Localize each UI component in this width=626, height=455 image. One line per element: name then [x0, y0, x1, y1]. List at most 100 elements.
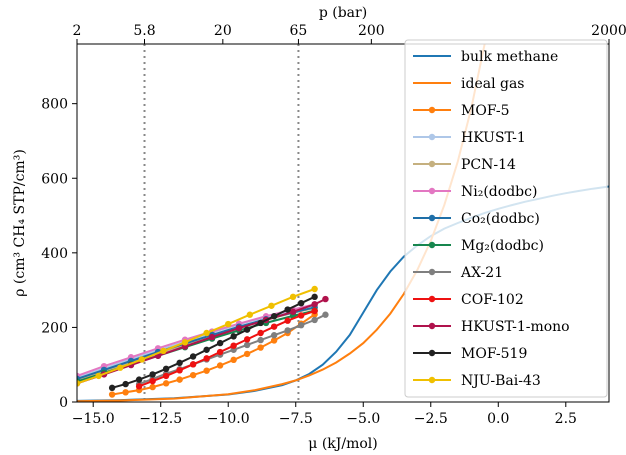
- legend-marker: [428, 241, 436, 249]
- legend-label: NJU-Bai-43: [461, 373, 541, 389]
- data-point: [284, 327, 291, 334]
- data-point: [246, 311, 254, 318]
- data-point: [189, 371, 197, 379]
- data-point: [230, 356, 237, 364]
- data-point: [289, 293, 297, 301]
- y-axis-ticks: 0 200 400 600 800: [41, 97, 77, 411]
- top-tick-label: 2: [73, 23, 82, 39]
- legend-item-ideal-gas: ideal gas: [413, 76, 525, 92]
- data-point: [297, 321, 305, 329]
- data-point: [162, 380, 170, 387]
- data-point: [181, 339, 189, 346]
- legend-item-nju-bai-43: NJU-Bai-43: [413, 373, 541, 389]
- legend-item-co2-dodbc: Co₂(dodbc): [413, 211, 540, 227]
- data-point: [176, 367, 183, 374]
- y-tick-label: 200: [41, 320, 68, 336]
- data-point: [189, 361, 197, 368]
- data-point: [289, 308, 297, 315]
- top-tick-label: 200: [358, 23, 385, 39]
- top-tick-label: 5.8: [133, 23, 155, 39]
- data-point: [117, 364, 124, 371]
- legend-label: HKUST-1: [461, 130, 526, 146]
- y-tick-label: 600: [41, 171, 68, 187]
- legend-label: MOF-519: [461, 346, 527, 362]
- legend-item-hkust-1-mono: HKUST-1-mono: [413, 319, 570, 335]
- top-tick-label: 2000: [591, 23, 626, 39]
- legend-marker: [428, 349, 436, 357]
- data-point: [284, 306, 291, 313]
- y-tick-label: 0: [59, 395, 68, 411]
- data-point: [135, 383, 143, 390]
- legend-marker: [428, 268, 436, 276]
- legend-box: [404, 39, 608, 398]
- data-point: [122, 380, 129, 388]
- legend-item-mg2-dodbc: Mg₂(dodbc): [413, 238, 544, 254]
- series-nju-bai-43: [77, 285, 318, 387]
- legend-label: ideal gas: [461, 76, 525, 92]
- legend-label: HKUST-1-mono: [461, 319, 570, 335]
- data-point: [216, 339, 224, 347]
- data-point: [270, 332, 278, 339]
- data-point: [311, 293, 318, 301]
- data-point: [243, 350, 251, 358]
- data-point: [149, 377, 156, 385]
- top-tick-label: 65: [290, 23, 308, 39]
- data-point: [257, 344, 264, 351]
- x-tick-label: −12.5: [139, 411, 182, 427]
- x-tick-label: 2.5: [555, 411, 577, 427]
- y-tick-label: 400: [41, 246, 68, 262]
- data-point: [311, 316, 318, 324]
- data-point: [176, 376, 183, 383]
- data-point: [138, 356, 146, 363]
- data-point: [149, 371, 156, 378]
- data-point: [311, 307, 318, 315]
- data-point: [230, 342, 237, 349]
- top-axis-label: p (bar): [319, 5, 367, 21]
- data-point: [203, 355, 210, 362]
- series-line: [111, 295, 316, 389]
- data-point: [77, 380, 81, 387]
- data-point: [108, 384, 116, 392]
- legend-item-hkust-1: HKUST-1: [413, 130, 526, 146]
- x-tick-label: −7.5: [279, 411, 313, 427]
- legend-label: COF-102: [461, 292, 524, 308]
- data-point: [230, 333, 237, 340]
- legend-marker: [428, 376, 436, 384]
- data-point: [270, 313, 278, 320]
- data-point: [243, 341, 251, 349]
- data-point: [160, 347, 167, 355]
- series-line: [77, 288, 315, 385]
- data-point: [257, 329, 264, 337]
- data-point: [284, 317, 291, 324]
- data-point: [311, 285, 318, 293]
- legend-item-cof-102: COF-102: [413, 292, 524, 308]
- legend-marker: [428, 106, 436, 114]
- data-point: [122, 389, 129, 396]
- data-point: [297, 299, 305, 307]
- top-axis-ticks: 2 5.8 20 65 200 2000: [73, 23, 626, 44]
- legend-marker: [428, 133, 436, 141]
- data-point: [235, 324, 243, 332]
- legend-label: Co₂(dodbc): [461, 211, 540, 227]
- plot-frame: [76, 43, 610, 403]
- data-point: [322, 295, 329, 303]
- data-point: [176, 359, 183, 367]
- data-point: [216, 348, 224, 356]
- series-line: [111, 313, 316, 396]
- legend-label: Ni₂(dodbc): [461, 184, 537, 200]
- data-point: [203, 346, 210, 353]
- data-point: [135, 376, 143, 383]
- data-point: [243, 326, 251, 333]
- y-tick-label: 800: [41, 97, 68, 113]
- top-tick-label: 20: [214, 23, 232, 39]
- legend-item-mof-519: MOF-519: [413, 346, 527, 362]
- data-point: [257, 319, 264, 327]
- series-group: [77, 44, 609, 402]
- data-point: [257, 336, 264, 344]
- legend-label: Mg₂(dodbc): [461, 238, 544, 254]
- legend: bulk methane ideal gas MOF-5 HKUST-1 PCN-14 N…: [404, 39, 608, 398]
- data-point: [311, 301, 318, 308]
- data-point: [108, 391, 116, 398]
